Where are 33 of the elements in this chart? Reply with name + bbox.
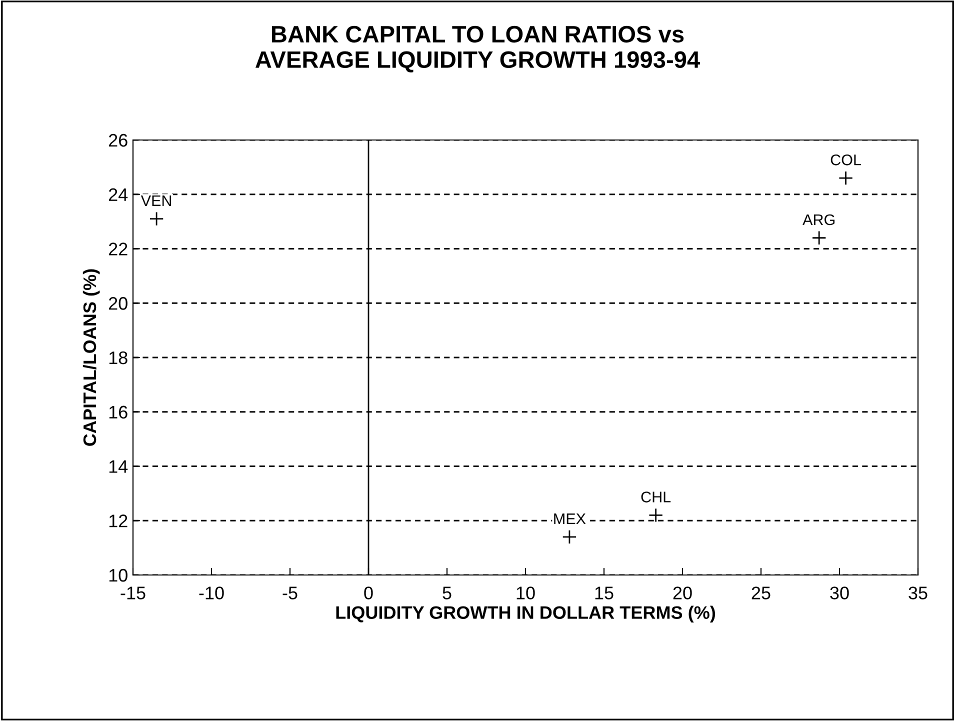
y-tick-label: 18: [109, 351, 128, 364]
y-axis-title: CAPITAL/LOANS (%): [82, 269, 100, 446]
point: [838, 170, 854, 186]
x-tick-label: 35: [908, 586, 928, 600]
x-tick-label: 20: [673, 586, 692, 600]
chart-title: BANK CAPITAL TO LOAN RATIOS vs AVERAGE LIQUIDITY GROWTH 1993-94: [255, 26, 700, 72]
x-tick-label: -10: [199, 586, 224, 600]
y-tick-label: 24: [108, 188, 128, 201]
y-tick-label: 22: [108, 242, 128, 256]
y-tick-label: 20: [108, 297, 128, 310]
x-tick-label: 10: [516, 586, 535, 600]
x-tick-label: 15: [595, 586, 614, 600]
annotation: CHL: [641, 492, 671, 502]
point: [562, 530, 577, 544]
x-axis-title: LIQUIDITY GROWTH IN DOLLAR TERMS (%): [336, 606, 716, 623]
x-tick-label: 5: [442, 586, 452, 600]
y-tick-label: 14: [109, 460, 128, 473]
y-tick-label: 26: [108, 134, 128, 147]
x-tick-label: 0: [364, 586, 373, 600]
y-tick-label: 12: [109, 514, 128, 528]
y-tick-label: 16: [109, 406, 128, 419]
point: [812, 230, 826, 246]
annotation: ARG: [802, 214, 834, 226]
annotation: COL: [830, 154, 861, 166]
y-tick-label: 10: [109, 568, 128, 582]
x-tick-label: -15: [120, 586, 146, 600]
annotation: VEN: [140, 195, 172, 206]
annotation: MEX: [554, 514, 586, 524]
x-tick-label: 25: [752, 586, 770, 600]
point: [149, 212, 164, 226]
x-tick-label: 30: [830, 586, 849, 600]
x-tick-label: -5: [282, 586, 298, 600]
point: [648, 508, 664, 522]
